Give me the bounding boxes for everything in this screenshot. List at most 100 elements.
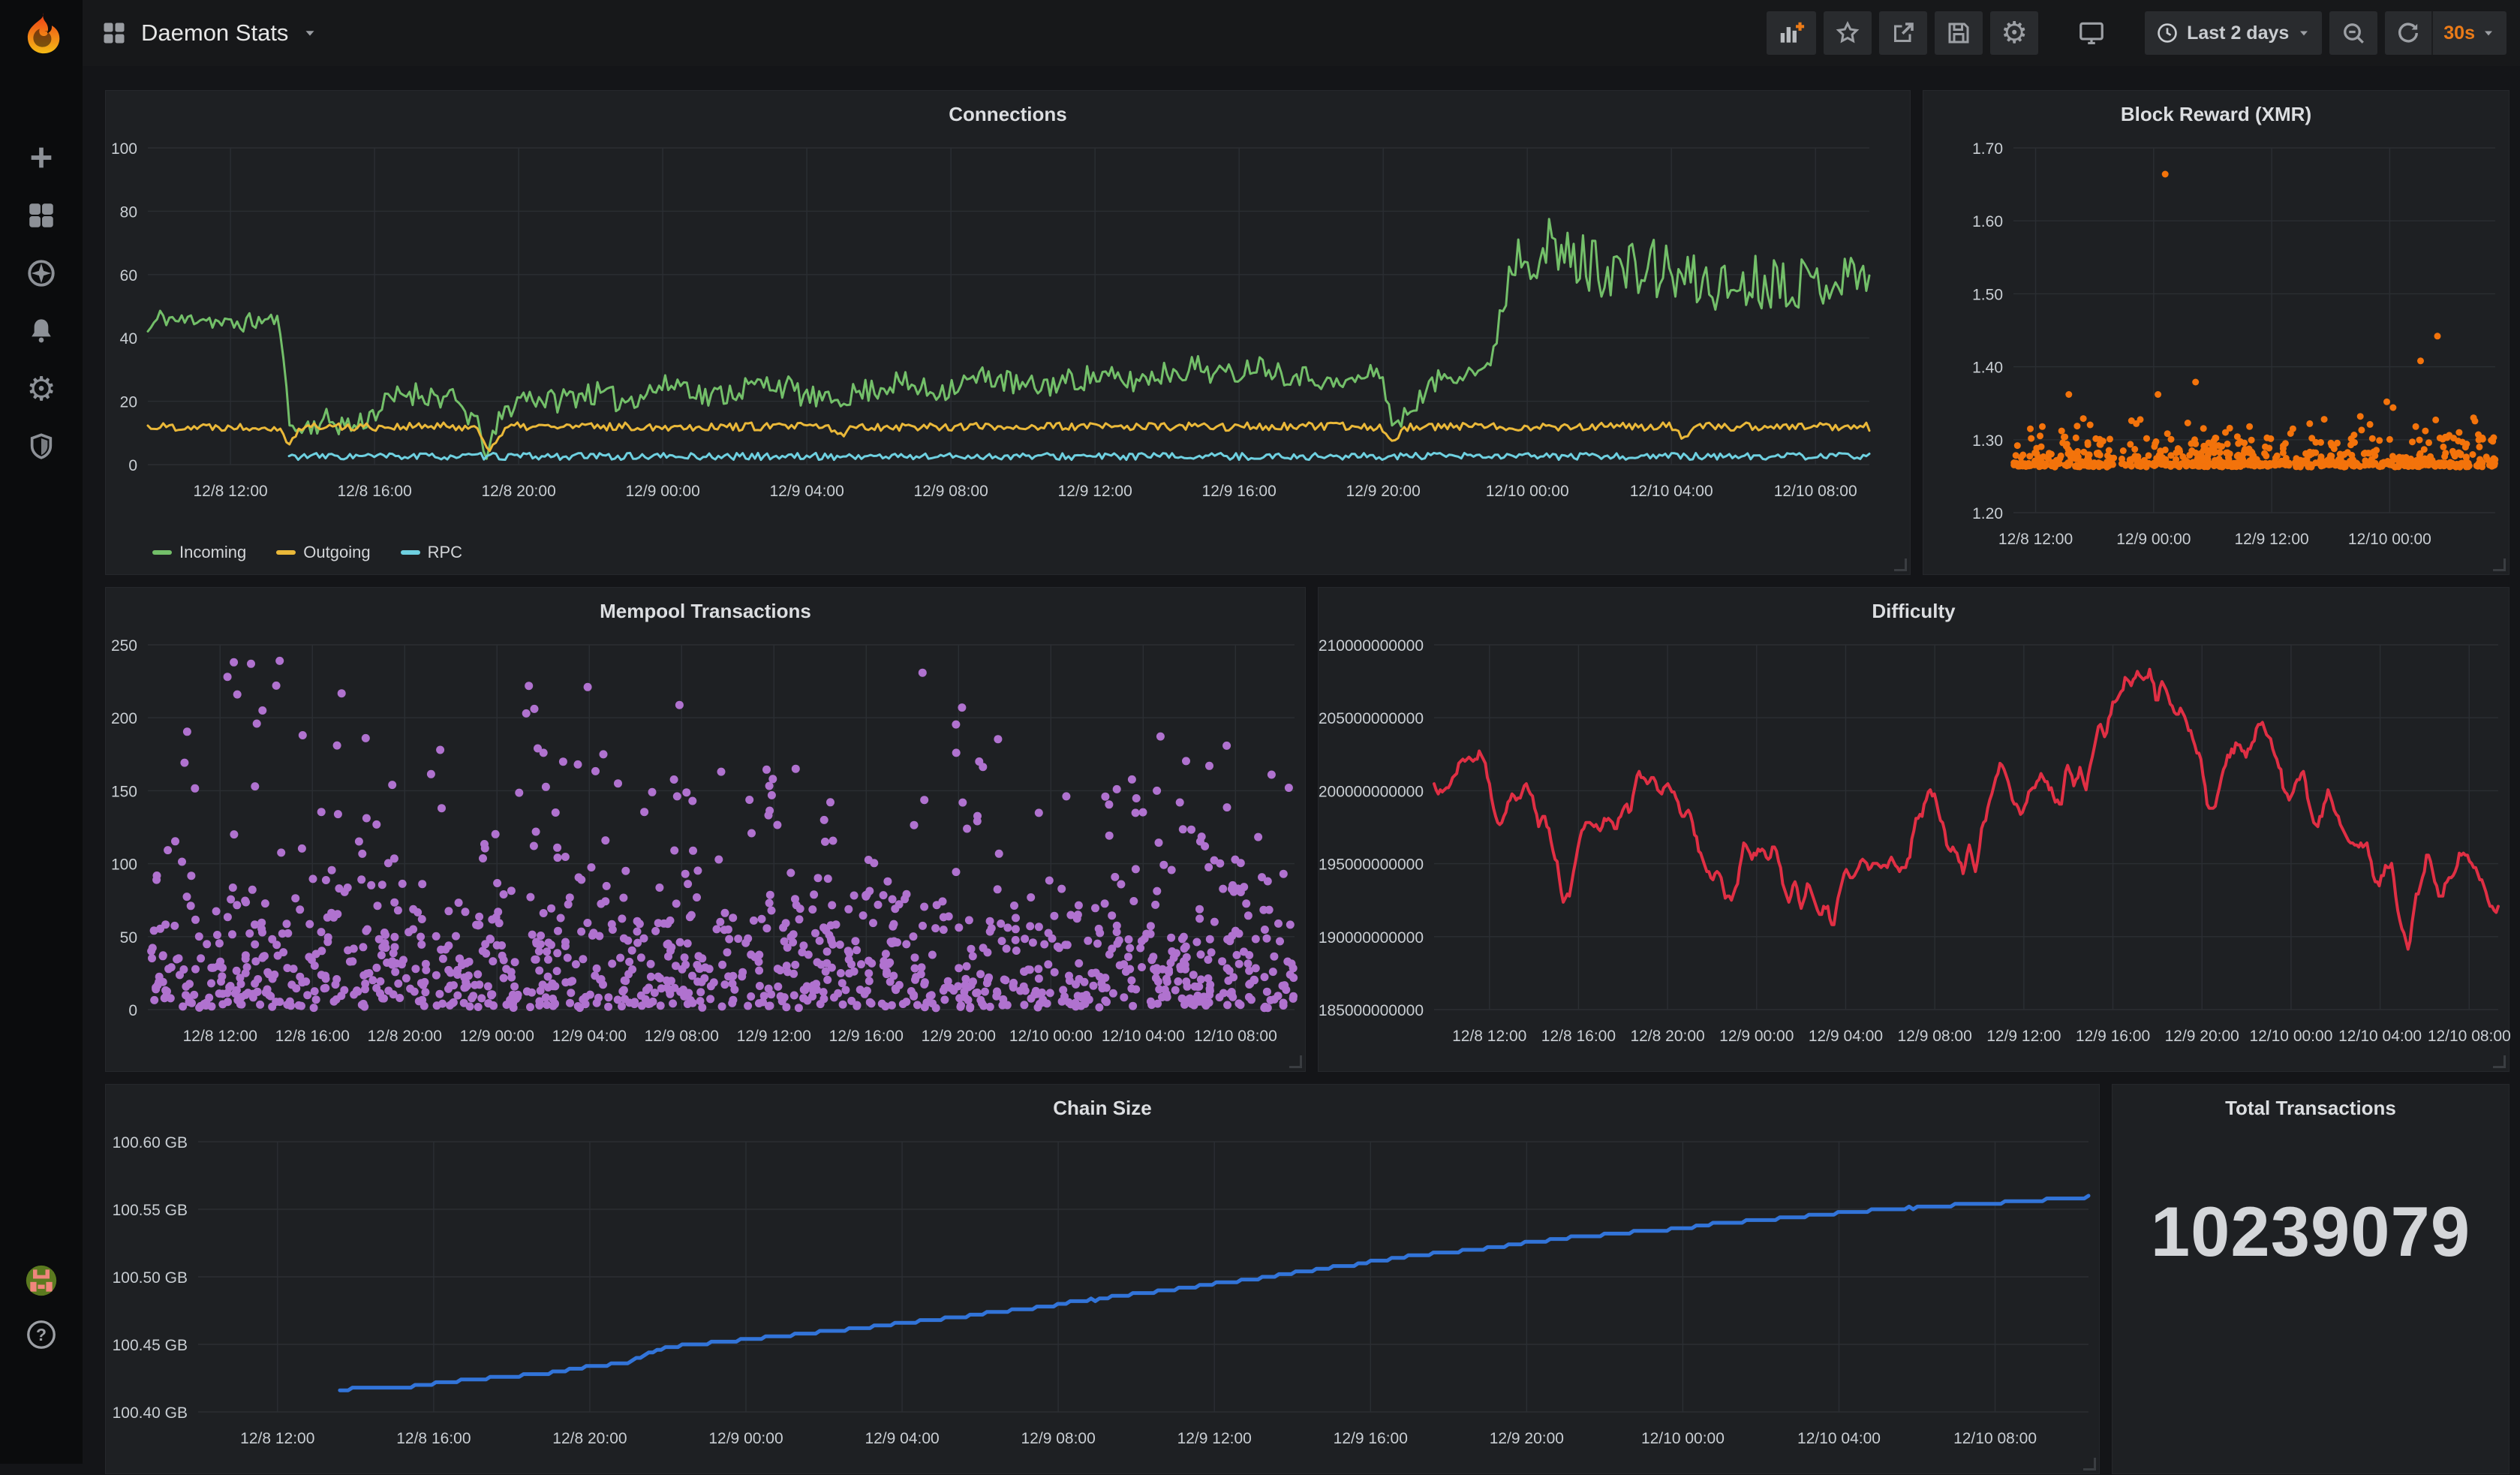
legend-item-rpc[interactable]: RPC xyxy=(401,543,462,562)
server-admin-shield-icon xyxy=(26,432,56,462)
refresh-button[interactable] xyxy=(2385,11,2431,55)
tv-mode-button[interactable] xyxy=(2067,11,2116,55)
x-axis-label: 12/8 12:00 xyxy=(1452,1028,1526,1045)
x-axis-label: 12/9 00:00 xyxy=(626,483,700,500)
sidebar-menu: ⚙ xyxy=(25,141,58,463)
panel-title[interactable]: Mempool Transactions xyxy=(106,588,1305,633)
y-axis-label: 1.20 xyxy=(1972,505,2003,522)
series-line-outgoing xyxy=(148,423,1869,451)
chevron-down-icon xyxy=(2296,26,2311,41)
save-button[interactable] xyxy=(1935,11,1983,55)
add-panel-button[interactable] xyxy=(1767,11,1816,55)
plus-icon xyxy=(26,143,56,173)
legend-label: RPC xyxy=(428,543,462,562)
help-button[interactable]: ? xyxy=(25,1318,58,1351)
x-axis-label: 12/9 08:00 xyxy=(1021,1430,1096,1447)
scatter-points xyxy=(2010,171,2498,471)
x-axis-label: 12/10 00:00 xyxy=(1641,1430,1725,1447)
panel-resize-handle[interactable] xyxy=(1894,558,1907,571)
panel-title[interactable]: Difficulty xyxy=(1319,588,2509,633)
zoom-out-button[interactable] xyxy=(2329,11,2377,55)
explore-compass-icon xyxy=(26,257,57,289)
sidebar-item-explore[interactable] xyxy=(25,257,58,290)
x-axis-label: 12/8 16:00 xyxy=(275,1028,350,1045)
x-axis-label: 12/9 12:00 xyxy=(737,1028,811,1045)
x-axis-label: 12/10 00:00 xyxy=(2249,1028,2332,1045)
x-axis-label: 12/9 00:00 xyxy=(708,1430,783,1447)
x-axis-label: 12/10 08:00 xyxy=(1774,483,1857,500)
x-axis-label: 12/8 16:00 xyxy=(1541,1028,1616,1045)
x-axis-label: 12/8 20:00 xyxy=(552,1430,627,1447)
y-axis-label: 20 xyxy=(120,394,137,411)
grafana-logo[interactable] xyxy=(0,0,83,66)
settings-button[interactable]: ⚙ xyxy=(1990,11,2038,55)
grid xyxy=(148,148,1869,465)
save-icon xyxy=(1945,20,1972,47)
x-axis-label: 12/10 04:00 xyxy=(2338,1028,2422,1045)
star-button[interactable] xyxy=(1824,11,1872,55)
time-range-picker[interactable]: Last 2 days xyxy=(2145,11,2322,55)
panel-resize-handle[interactable] xyxy=(2493,558,2506,571)
panel-title[interactable]: Block Reward (XMR) xyxy=(1923,91,2509,136)
refresh-interval-picker[interactable]: 30s xyxy=(2431,11,2506,55)
y-axis-label: 1.60 xyxy=(1972,213,2003,230)
alerting-bell-icon xyxy=(26,316,56,346)
settings-gear-icon: ⚙ xyxy=(2001,16,2028,50)
axis-labels: 12/8 12:00 12/8 16:00 12/8 20:00 12/9 00:00… xyxy=(113,1134,2037,1447)
user-avatar[interactable] xyxy=(25,1264,58,1297)
sidebar-item-server-admin[interactable] xyxy=(25,430,58,463)
legend-item-outgoing[interactable]: Outgoing xyxy=(276,543,370,562)
x-axis-label: 12/9 16:00 xyxy=(1202,483,1277,500)
sidebar-item-create[interactable] xyxy=(25,141,58,174)
tv-mode-icon xyxy=(2077,19,2106,47)
x-axis-label: 12/9 20:00 xyxy=(1490,1430,1564,1447)
share-button[interactable] xyxy=(1879,11,1927,55)
legend-label: Outgoing xyxy=(303,543,370,562)
dashboard-title: Daemon Stats xyxy=(141,20,288,47)
help-icon: ? xyxy=(25,1318,58,1351)
x-axis-label: 12/8 12:00 xyxy=(240,1430,314,1447)
panel-title[interactable]: Connections xyxy=(106,91,1910,136)
x-axis-label: 12/9 04:00 xyxy=(865,1430,939,1447)
configuration-gear-icon: ⚙ xyxy=(26,370,56,408)
y-axis-label: 40 xyxy=(120,330,137,348)
legend-item-incoming[interactable]: Incoming xyxy=(152,543,246,562)
y-axis-label: 1.50 xyxy=(1972,286,2003,303)
series-line-difficulty xyxy=(1434,670,2498,950)
x-axis-label: 12/8 12:00 xyxy=(183,1028,257,1045)
sidebar: ⚙ ? xyxy=(0,0,83,1464)
sidebar-item-alerting[interactable] xyxy=(25,315,58,348)
x-axis-label: 12/10 04:00 xyxy=(1630,483,1713,500)
x-axis-label: 12/8 12:00 xyxy=(1998,531,2073,548)
x-axis-label: 12/8 16:00 xyxy=(337,483,411,500)
panel-resize-handle[interactable] xyxy=(2493,1055,2506,1068)
chevron-down-icon xyxy=(302,25,318,41)
x-axis-label: 12/10 04:00 xyxy=(1102,1028,1185,1045)
x-axis-label: 12/9 04:00 xyxy=(1809,1028,1883,1045)
dashboard-header[interactable]: Daemon Stats xyxy=(101,20,318,47)
y-axis-label: 100.60 GB xyxy=(113,1134,188,1151)
panel-resize-handle[interactable] xyxy=(2083,1458,2096,1470)
y-axis-label: 1.40 xyxy=(1972,360,2003,377)
panel-total-transactions: Total Transactions 10239079 xyxy=(2112,1084,2509,1474)
legend-label: Incoming xyxy=(179,543,246,562)
sidebar-item-dashboards[interactable] xyxy=(25,199,58,232)
chain-size-chart: 12/8 12:00 12/8 16:00 12/8 20:00 12/9 00:00… xyxy=(106,1085,2101,1475)
top-nav: Daemon Stats ⚙ xyxy=(0,0,2520,66)
x-axis-label: 12/10 00:00 xyxy=(2348,531,2431,548)
x-axis-label: 12/8 16:00 xyxy=(396,1430,471,1447)
y-axis-label: 185000000000 xyxy=(1319,1002,1424,1019)
grid xyxy=(198,1142,2088,1412)
sidebar-item-configuration[interactable]: ⚙ xyxy=(25,372,58,405)
panel-resize-handle[interactable] xyxy=(1289,1055,1302,1068)
panel-title[interactable]: Total Transactions xyxy=(2113,1085,2509,1130)
toolbar: ⚙ Last 2 days xyxy=(1767,11,2520,55)
panel-title[interactable]: Chain Size xyxy=(106,1085,2099,1130)
y-axis-label: 205000000000 xyxy=(1319,710,1424,727)
y-axis-label: 1.30 xyxy=(1972,432,2003,450)
y-axis-label: 100.50 GB xyxy=(113,1269,188,1287)
chevron-down-icon xyxy=(2481,26,2496,41)
